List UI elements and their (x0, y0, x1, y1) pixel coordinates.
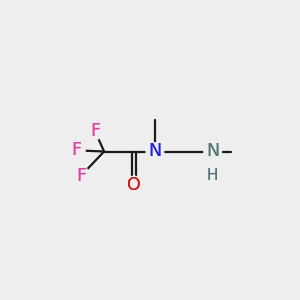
Text: F: F (76, 167, 86, 185)
Circle shape (204, 167, 221, 184)
Circle shape (72, 167, 90, 184)
Text: H: H (207, 168, 218, 183)
Text: F: F (90, 122, 100, 140)
Text: F: F (76, 167, 86, 185)
Text: F: F (71, 141, 81, 159)
Text: F: F (90, 122, 100, 140)
Text: H: H (207, 168, 218, 183)
Text: N: N (206, 142, 219, 160)
Circle shape (86, 122, 104, 140)
Circle shape (204, 143, 221, 160)
Text: N: N (148, 142, 161, 160)
Text: N: N (148, 142, 161, 160)
Circle shape (146, 143, 164, 160)
Text: F: F (71, 141, 81, 159)
Text: O: O (127, 176, 141, 194)
Text: O: O (127, 176, 141, 194)
Circle shape (125, 176, 143, 194)
Circle shape (68, 142, 85, 159)
Text: N: N (206, 142, 219, 160)
